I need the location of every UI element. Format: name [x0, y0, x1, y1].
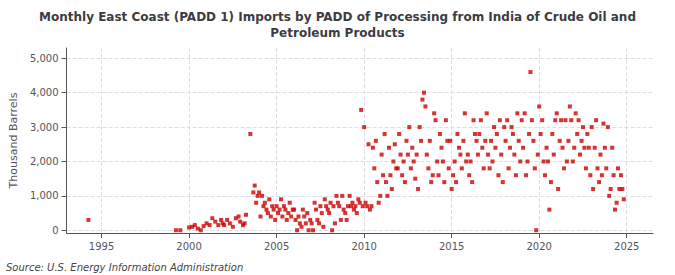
svg-text:Source: U.S. Energy Informatio: Source: U.S. Energy Information Administ… — [6, 262, 243, 273]
svg-text:4,000: 4,000 — [30, 87, 59, 98]
svg-text:2,000: 2,000 — [30, 156, 59, 167]
svg-text:0: 0 — [52, 225, 58, 236]
svg-text:Thousand Barrels: Thousand Barrels — [7, 92, 20, 189]
svg-text:2015: 2015 — [439, 241, 464, 252]
svg-text:1,000: 1,000 — [30, 190, 59, 201]
svg-text:3,000: 3,000 — [30, 122, 59, 133]
svg-text:1995: 1995 — [89, 241, 114, 252]
svg-text:Monthly East Coast (PADD 1) Im: Monthly East Coast (PADD 1) Imports by P… — [39, 10, 636, 24]
svg-text:2010: 2010 — [351, 241, 376, 252]
svg-text:2000: 2000 — [176, 241, 201, 252]
svg-text:2020: 2020 — [526, 241, 551, 252]
svg-text:2025: 2025 — [614, 241, 639, 252]
svg-text:2005: 2005 — [264, 241, 289, 252]
svg-text:5,000: 5,000 — [30, 53, 59, 64]
svg-text:Petroleum Products: Petroleum Products — [270, 26, 404, 40]
